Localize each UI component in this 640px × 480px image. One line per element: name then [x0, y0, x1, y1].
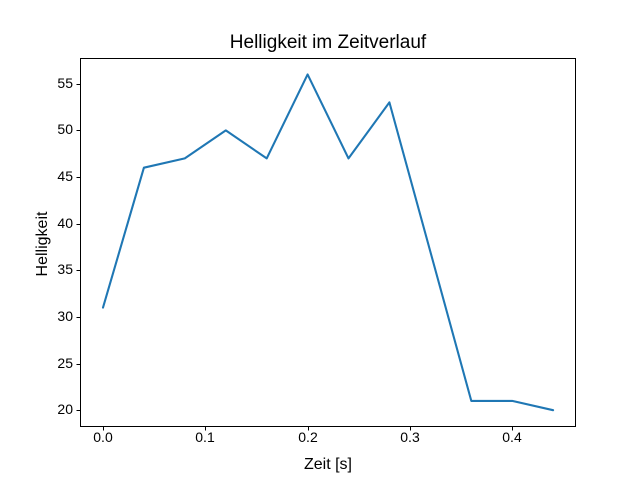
svg-text:0.2: 0.2	[298, 429, 318, 445]
svg-text:0.1: 0.1	[195, 429, 215, 445]
svg-text:0.4: 0.4	[502, 429, 522, 445]
svg-text:Zeit [s]: Zeit [s]	[304, 456, 352, 473]
svg-text:45: 45	[57, 168, 73, 184]
svg-text:55: 55	[57, 75, 73, 91]
svg-text:Helligkeit im Zeitverlauf: Helligkeit im Zeitverlauf	[230, 32, 427, 53]
svg-text:30: 30	[57, 308, 73, 324]
svg-text:0.0: 0.0	[93, 429, 113, 445]
svg-text:35: 35	[57, 261, 73, 277]
svg-text:0.3: 0.3	[400, 429, 420, 445]
svg-text:Helligkeit: Helligkeit	[34, 211, 51, 276]
svg-text:20: 20	[57, 401, 73, 417]
svg-text:50: 50	[57, 121, 73, 137]
svg-text:40: 40	[57, 215, 73, 231]
svg-text:25: 25	[57, 355, 73, 371]
